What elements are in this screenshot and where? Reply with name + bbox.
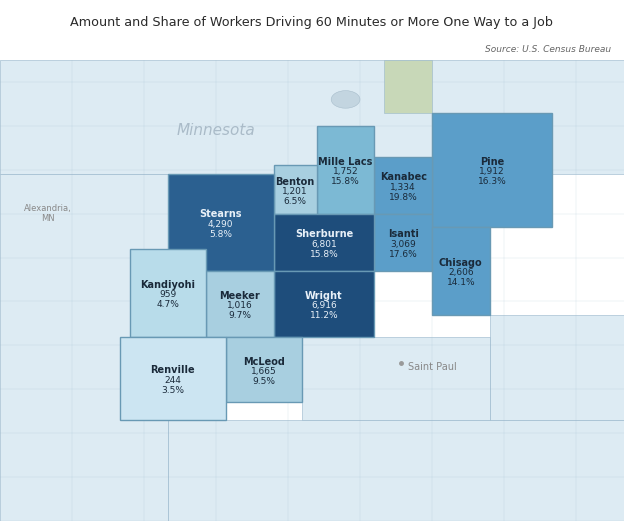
Text: 244: 244 bbox=[164, 376, 181, 385]
Text: 2,606: 2,606 bbox=[448, 268, 474, 277]
Text: Meeker: Meeker bbox=[220, 291, 260, 301]
Text: 15.8%: 15.8% bbox=[310, 250, 338, 259]
Text: 1,665: 1,665 bbox=[251, 367, 277, 376]
Text: 4.7%: 4.7% bbox=[157, 301, 180, 309]
Polygon shape bbox=[130, 249, 207, 337]
Text: 1,334: 1,334 bbox=[391, 183, 416, 192]
Polygon shape bbox=[374, 156, 432, 214]
Text: 6.5%: 6.5% bbox=[284, 197, 307, 206]
Polygon shape bbox=[490, 315, 624, 420]
Text: 1,016: 1,016 bbox=[227, 301, 253, 311]
Text: Saint Paul: Saint Paul bbox=[408, 362, 457, 373]
Text: 6,916: 6,916 bbox=[311, 301, 337, 311]
Polygon shape bbox=[374, 214, 432, 271]
Text: Chisago: Chisago bbox=[439, 258, 482, 268]
Text: 15.8%: 15.8% bbox=[331, 178, 360, 187]
Text: McLeod: McLeod bbox=[243, 356, 285, 367]
Text: Sherburne: Sherburne bbox=[295, 229, 353, 239]
Text: Alexandria,
MN: Alexandria, MN bbox=[24, 204, 72, 224]
Polygon shape bbox=[303, 337, 490, 420]
Text: Wright: Wright bbox=[305, 291, 343, 301]
Polygon shape bbox=[273, 214, 374, 271]
Text: 9.5%: 9.5% bbox=[253, 377, 276, 386]
Text: 16.3%: 16.3% bbox=[477, 178, 506, 187]
Ellipse shape bbox=[331, 91, 360, 108]
Polygon shape bbox=[226, 337, 303, 402]
Text: 3,069: 3,069 bbox=[391, 240, 416, 249]
Text: 9.7%: 9.7% bbox=[228, 312, 251, 320]
Text: Amount and Share of Workers Driving 60 Minutes or More One Way to a Job: Amount and Share of Workers Driving 60 M… bbox=[71, 16, 553, 29]
Text: 17.6%: 17.6% bbox=[389, 250, 417, 259]
Text: Stearns: Stearns bbox=[200, 209, 242, 219]
Polygon shape bbox=[120, 337, 226, 420]
Polygon shape bbox=[432, 113, 552, 227]
Polygon shape bbox=[168, 420, 624, 521]
Text: Mille Lacs: Mille Lacs bbox=[318, 157, 373, 167]
Text: Minnesota: Minnesota bbox=[177, 122, 255, 138]
Text: 4,290: 4,290 bbox=[208, 220, 233, 229]
Polygon shape bbox=[384, 60, 432, 113]
Polygon shape bbox=[0, 174, 168, 521]
Text: Kandiyohi: Kandiyohi bbox=[140, 280, 195, 290]
Polygon shape bbox=[273, 271, 374, 337]
Text: Source: U.S. Census Bureau: Source: U.S. Census Bureau bbox=[485, 45, 612, 54]
Polygon shape bbox=[168, 174, 273, 271]
Text: 1,752: 1,752 bbox=[333, 167, 358, 177]
Text: Kanabec: Kanabec bbox=[379, 172, 427, 182]
Text: Pine: Pine bbox=[480, 157, 504, 167]
Polygon shape bbox=[273, 165, 317, 214]
Text: Benton: Benton bbox=[276, 177, 315, 187]
Polygon shape bbox=[207, 271, 273, 337]
Text: 1,912: 1,912 bbox=[479, 167, 505, 177]
Text: 959: 959 bbox=[159, 290, 177, 300]
Text: 3.5%: 3.5% bbox=[161, 386, 184, 395]
Text: 19.8%: 19.8% bbox=[389, 193, 417, 202]
Text: 6,801: 6,801 bbox=[311, 240, 337, 249]
Polygon shape bbox=[317, 126, 374, 214]
Polygon shape bbox=[432, 227, 490, 315]
Text: 14.1%: 14.1% bbox=[447, 279, 475, 288]
Text: 11.2%: 11.2% bbox=[310, 312, 338, 320]
Text: 1,201: 1,201 bbox=[283, 187, 308, 196]
Text: Isanti: Isanti bbox=[388, 229, 419, 239]
Polygon shape bbox=[0, 60, 624, 174]
Text: Renville: Renville bbox=[150, 365, 195, 375]
Text: 5.8%: 5.8% bbox=[209, 230, 232, 239]
